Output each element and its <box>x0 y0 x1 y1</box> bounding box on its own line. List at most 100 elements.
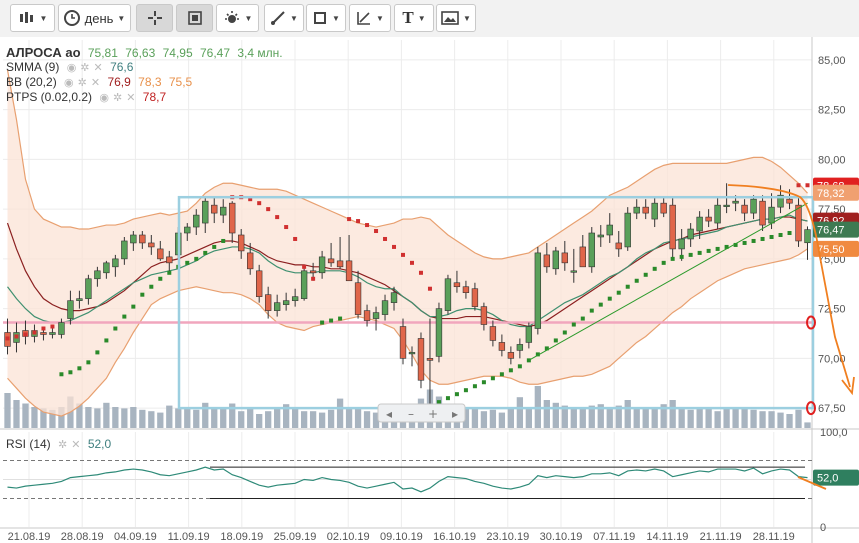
price-level-marker <box>806 315 816 330</box>
ptps-label: PTPS (0.02,0.2) <box>6 90 93 104</box>
volume-bar <box>480 411 488 428</box>
volume-bar <box>804 422 811 428</box>
candle-body <box>561 252 568 264</box>
ptps-dot <box>329 318 334 323</box>
scroll-navigator[interactable]: ◂ – + ▸ <box>377 403 466 423</box>
x-tick-label: 18.09.19 <box>220 531 263 543</box>
volume-bar <box>363 411 371 428</box>
gear-icon[interactable]: ✲ <box>113 92 123 104</box>
text-tool-button[interactable]: T ▼ <box>394 4 434 32</box>
eye-icon[interactable]: ◉ <box>66 62 77 74</box>
ptps-dot <box>122 314 127 319</box>
volume-bar <box>687 409 694 428</box>
volume-bar <box>220 407 227 428</box>
volume-bar <box>579 407 586 428</box>
candle-body <box>58 322 65 335</box>
low-value: 74,95 <box>162 46 193 60</box>
forecast-arrow <box>727 184 851 388</box>
gear-icon[interactable]: ✲ <box>77 77 87 89</box>
volume-bar <box>606 407 613 428</box>
line-tool-button[interactable]: ▼ <box>264 4 304 32</box>
image-tool-button[interactable]: ▼ <box>436 4 476 32</box>
eye-icon[interactable]: ◉ <box>64 77 74 89</box>
chart-type-button[interactable]: ▼ <box>10 4 55 32</box>
image-tool-icon <box>441 11 459 25</box>
ptps-dot <box>140 292 145 297</box>
period-button[interactable]: день ▼ <box>58 4 131 32</box>
candle-body <box>291 296 299 301</box>
gear-icon[interactable]: ✲ <box>58 439 68 451</box>
volume-bar <box>372 412 380 428</box>
ptps-dot <box>248 197 253 202</box>
selection-rectangle <box>177 195 815 410</box>
close-icon[interactable]: ✕ <box>90 77 101 89</box>
candle-body <box>282 300 290 305</box>
chart-canvas[interactable]: ◂ – + ▸85,0082,5080,0077,5075,0072,5070,006… <box>0 37 859 543</box>
volume-bar <box>300 411 308 428</box>
ptps-dot <box>616 290 621 295</box>
candle-body <box>795 204 802 242</box>
candle-body <box>444 278 452 311</box>
shape-tool-button[interactable]: ▼ <box>306 4 346 32</box>
volume-bar <box>597 404 604 428</box>
volume-bar <box>660 404 667 428</box>
volume-bar <box>588 405 595 428</box>
bb-lower-value: 75,5 <box>168 75 193 89</box>
trend-line <box>528 202 808 361</box>
ptps-dot <box>95 350 100 355</box>
ptps-dot <box>445 396 450 401</box>
x-tick-label: 28.11.19 <box>753 531 795 543</box>
candle-body <box>426 358 434 361</box>
ptps-dot <box>212 244 217 249</box>
candle-body <box>678 238 685 250</box>
period-label: день <box>84 10 114 26</box>
volume-bar <box>76 403 83 428</box>
volume-bar <box>543 400 550 428</box>
ptps-legend: PTPS (0.02,0.2) ◉ ✲ ✕ 78,7 <box>6 90 166 104</box>
ptps-dot <box>427 286 432 291</box>
price-tick-label: 67,50 <box>818 403 846 415</box>
eye-icon[interactable]: ◉ <box>99 92 109 104</box>
volume-bar <box>642 407 649 428</box>
candle-body <box>453 282 461 288</box>
rsi-forecast-stroke <box>797 476 827 490</box>
candle-body <box>318 256 326 274</box>
candle-body <box>211 204 218 214</box>
volume-bar <box>112 407 119 428</box>
candle-body <box>714 204 721 224</box>
price-marker-label: 78,32 <box>817 188 845 200</box>
candle-body <box>543 254 551 268</box>
volume-bar <box>85 407 92 428</box>
ptps-dot <box>760 236 765 241</box>
gear-icon[interactable]: ✲ <box>80 62 90 74</box>
close-icon[interactable]: ✕ <box>71 439 81 451</box>
crosshair-button[interactable] <box>136 4 173 32</box>
candle-body <box>49 332 56 335</box>
candle-body <box>202 200 209 224</box>
price-tick-label: 72,50 <box>818 304 846 316</box>
ptps-dot <box>670 256 675 261</box>
ptps-dot <box>275 215 280 220</box>
zoom-out-icon[interactable]: – <box>408 407 414 421</box>
text-tool-icon: T <box>402 8 414 27</box>
ptps-dot <box>131 304 136 309</box>
ptps-dot <box>742 240 747 245</box>
close-icon[interactable]: ✕ <box>126 92 136 104</box>
ptps-dot <box>365 223 370 228</box>
scroll-left-icon[interactable]: ◂ <box>386 407 392 421</box>
rsi-legend: RSI (14) ✲ ✕ 52,0 <box>6 437 111 451</box>
candle-body <box>390 292 398 303</box>
frame-button[interactable] <box>176 4 213 32</box>
fib-tool-button[interactable]: ▼ <box>349 4 391 32</box>
candle-body <box>615 242 622 250</box>
close-icon[interactable]: ✕ <box>93 62 103 74</box>
candle-body <box>399 326 407 359</box>
chevron-down-icon: ▼ <box>417 13 426 23</box>
zoom-in-icon[interactable]: + <box>428 407 438 421</box>
ptps-dot <box>697 250 702 255</box>
chevron-down-icon: ▼ <box>117 13 126 23</box>
ptps-dot <box>454 392 459 397</box>
shape-tool-icon <box>314 12 327 24</box>
scroll-right-icon[interactable]: ▸ <box>452 407 458 421</box>
indicators-button[interactable]: ▼ <box>216 4 259 32</box>
